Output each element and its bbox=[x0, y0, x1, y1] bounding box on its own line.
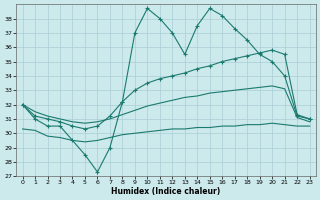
X-axis label: Humidex (Indice chaleur): Humidex (Indice chaleur) bbox=[111, 187, 221, 196]
